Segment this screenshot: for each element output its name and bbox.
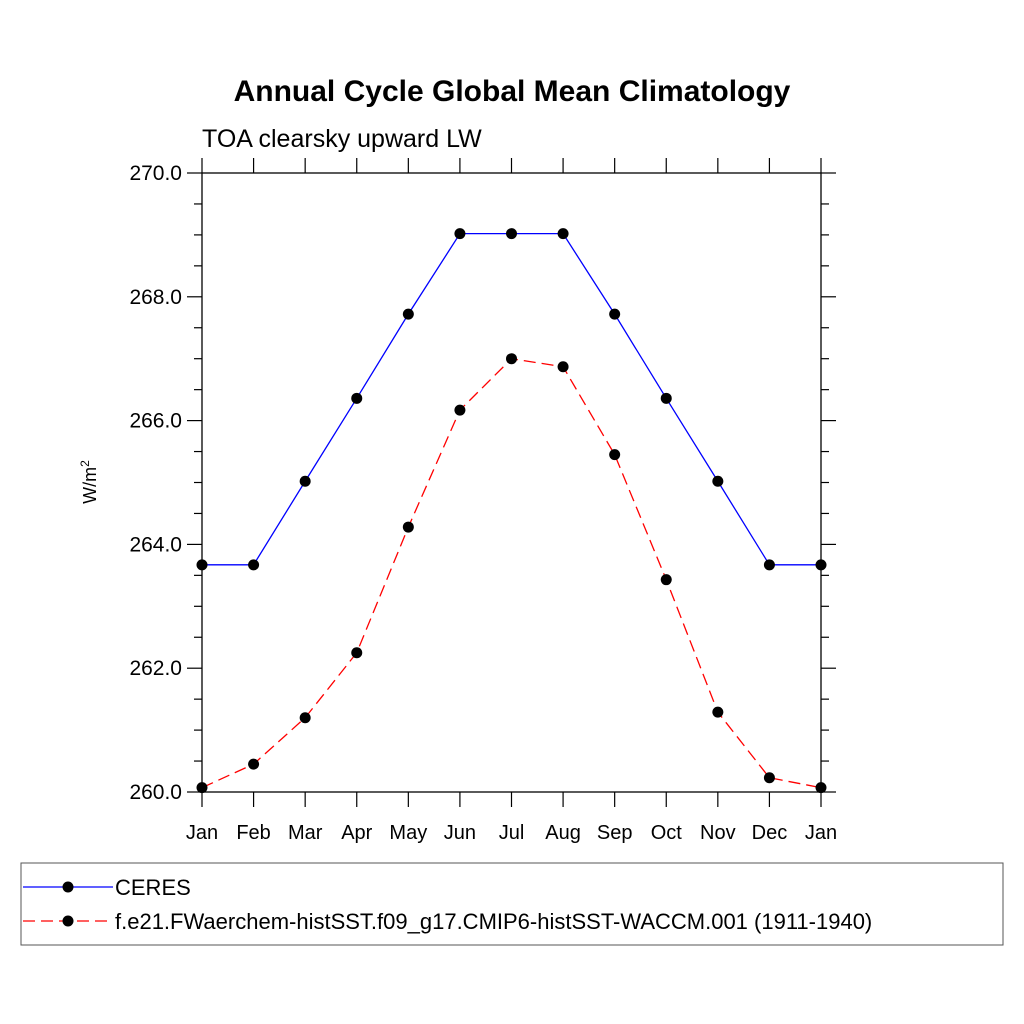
series-1-point bbox=[557, 361, 569, 373]
series-1-point bbox=[248, 758, 260, 770]
legend: CERES f.e21.FWaerchem-histSST.f09_g17.CMI… bbox=[20, 862, 1004, 946]
series-1-point bbox=[609, 449, 621, 461]
axis-ticks bbox=[187, 158, 836, 807]
x-tick-label: Sep bbox=[597, 822, 633, 844]
series-0-point bbox=[351, 392, 363, 404]
x-tick-label: Nov bbox=[700, 822, 736, 844]
series-0-point bbox=[815, 559, 827, 571]
legend-items: CERES f.e21.FWaerchem-histSST.f09_g17.CMI… bbox=[23, 875, 872, 934]
series-0-point bbox=[557, 228, 569, 240]
series-1-point bbox=[506, 353, 517, 365]
series-line-0 bbox=[202, 233, 821, 566]
series-0-point bbox=[506, 228, 517, 240]
series-0-point bbox=[660, 392, 672, 404]
x-tick-label: Feb bbox=[236, 822, 270, 844]
x-tick-label: Jan bbox=[805, 822, 837, 844]
x-tick-label: Apr bbox=[341, 822, 372, 844]
series-1-point bbox=[299, 712, 311, 724]
y-axis-label-superscript: 2 bbox=[78, 460, 92, 467]
series-1-point bbox=[815, 782, 827, 794]
series-1-point bbox=[660, 574, 672, 586]
x-tick-label: Jun bbox=[444, 822, 476, 844]
x-tick-label: Aug bbox=[545, 822, 581, 844]
series-0-point bbox=[454, 228, 466, 240]
chart-subtitle: TOA clearsky upward LW bbox=[202, 125, 482, 153]
series-0-point bbox=[712, 475, 724, 487]
x-tick-label: Jan bbox=[186, 822, 218, 844]
y-tick-label: 264.0 bbox=[129, 533, 182, 556]
legend-marker-1 bbox=[62, 915, 74, 927]
legend-box bbox=[20, 862, 1004, 946]
y-axis-label-group: W/m2 bbox=[78, 460, 100, 504]
series-0-point bbox=[402, 308, 414, 320]
x-tick-label: Dec bbox=[752, 822, 788, 844]
chart-title: Annual Cycle Global Mean Climatology bbox=[234, 75, 791, 108]
y-axis-label-unit: W/m bbox=[80, 467, 100, 504]
y-tick-label: 260.0 bbox=[129, 781, 182, 804]
legend-label-1: f.e21.FWaerchem-histSST.f09_g17.CMIP6-hi… bbox=[115, 909, 872, 934]
series-0-point bbox=[196, 559, 208, 571]
series-line-1 bbox=[201, 358, 822, 789]
x-tick-label: Jul bbox=[499, 822, 525, 844]
series-layer bbox=[196, 228, 827, 794]
x-tick-labels: Jan Feb Mar Apr May Jun Jul Aug Sep Oct Nov Dec Jan bbox=[186, 822, 837, 844]
legend-marker-0 bbox=[62, 881, 74, 893]
y-tick-label: 266.0 bbox=[129, 410, 182, 433]
series-1-point bbox=[196, 782, 208, 794]
legend-label-0: CERES bbox=[115, 875, 191, 900]
series-1-point bbox=[763, 772, 775, 784]
y-tick-labels: 260.0 262.0 264.0 266.0 268.0 270.0 bbox=[129, 162, 182, 804]
series-1-point bbox=[351, 647, 363, 659]
y-tick-label: 262.0 bbox=[129, 657, 182, 680]
x-tick-label: Oct bbox=[651, 822, 683, 844]
series-0-point bbox=[763, 559, 775, 571]
y-tick-label: 268.0 bbox=[129, 286, 182, 309]
series-0-point bbox=[248, 559, 260, 571]
series-1-point bbox=[402, 521, 414, 533]
series-0-point bbox=[609, 308, 621, 320]
y-tick-label: 270.0 bbox=[129, 162, 182, 185]
x-tick-label: Mar bbox=[288, 822, 323, 844]
series-1-point bbox=[454, 404, 466, 416]
x-tick-label: May bbox=[389, 822, 427, 844]
series-0-point bbox=[299, 475, 311, 487]
plot-frame bbox=[201, 172, 822, 793]
series-1-point bbox=[712, 706, 724, 718]
y-axis-label: W/m2 bbox=[78, 460, 100, 504]
